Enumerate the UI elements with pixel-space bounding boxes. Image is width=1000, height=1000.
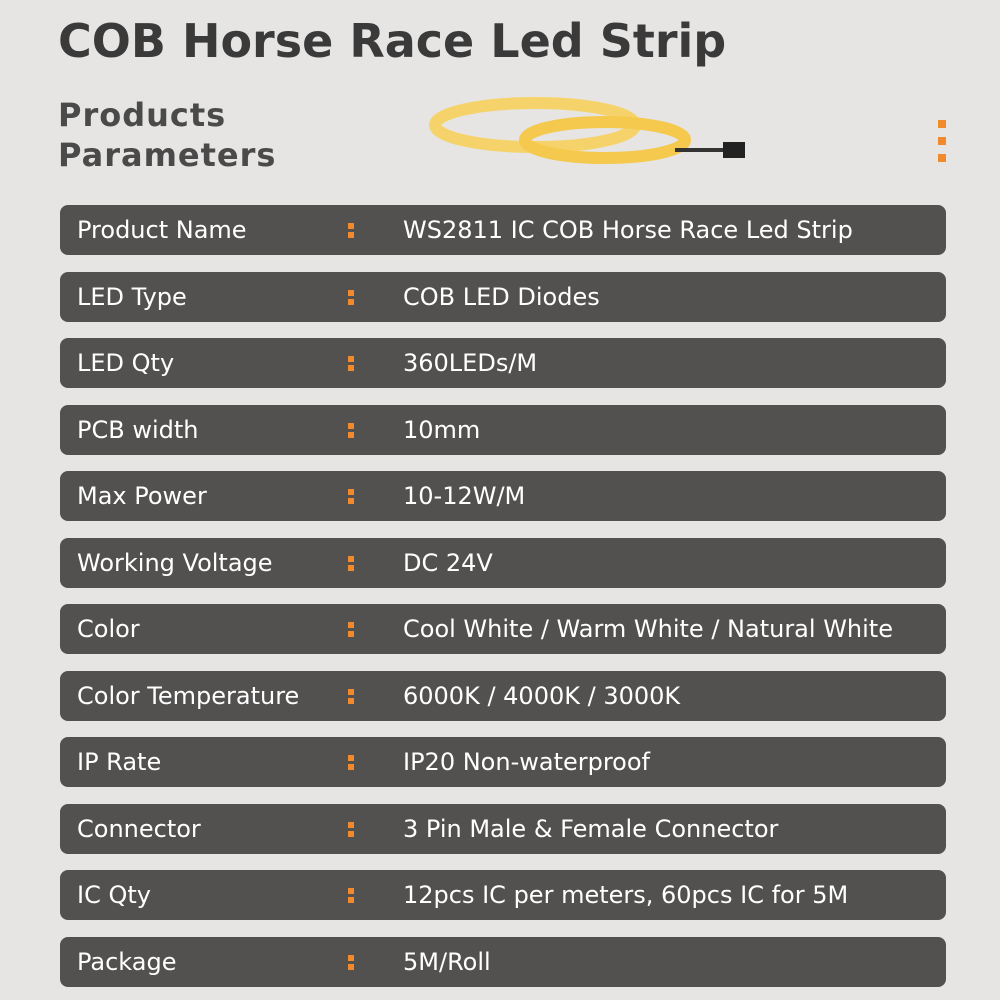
label: Working Voltage bbox=[77, 548, 273, 577]
value: 12pcs IC per meters, 60pcs IC for 5M bbox=[403, 881, 849, 909]
value: IP20 Non-waterproof bbox=[403, 748, 650, 776]
separator bbox=[348, 888, 354, 906]
separator bbox=[348, 954, 354, 973]
table-row: Product Name WS2811 IC COB Horse Race Led… bbox=[60, 205, 946, 255]
value: WS2811 IC COB Horse Race Led Strip bbox=[403, 216, 853, 244]
table-row: Connector 3 Pin Male & Female Connector bbox=[60, 803, 946, 854]
separator bbox=[348, 489, 354, 507]
product-image bbox=[429, 97, 745, 164]
table-row: Color Temperature 6000K / 4000K / 3000K bbox=[60, 670, 946, 721]
separator bbox=[348, 356, 354, 374]
table-row: Max Power 10-12W/M bbox=[60, 471, 946, 521]
table-row: IC Qty 12pcs IC per meters, 60pcs IC for … bbox=[60, 870, 946, 920]
separator bbox=[348, 422, 354, 441]
value: 10-12W/M bbox=[403, 482, 526, 510]
separator bbox=[348, 223, 354, 241]
table-row: Working Voltage DC 24V bbox=[60, 537, 946, 588]
value: 10mm bbox=[403, 415, 481, 444]
title: COB Horse Race Led Strip bbox=[58, 14, 727, 68]
label: IP Rate bbox=[77, 748, 162, 776]
separator bbox=[348, 821, 354, 840]
label: Max Power bbox=[77, 482, 207, 510]
separator bbox=[348, 555, 354, 574]
table-row: Package 5M/Roll bbox=[60, 936, 946, 987]
value: 3 Pin Male & Female Connector bbox=[403, 814, 779, 843]
label: PCB width bbox=[77, 415, 199, 444]
decoration bbox=[938, 120, 946, 171]
label: Package bbox=[77, 947, 177, 976]
subtitle: Products bbox=[58, 96, 227, 134]
separator bbox=[348, 688, 354, 707]
value: 6000K / 4000K / 3000K bbox=[403, 681, 681, 710]
separator bbox=[348, 289, 354, 308]
subtitle: Parameters bbox=[58, 136, 277, 174]
value: DC 24V bbox=[403, 548, 493, 577]
value: 5M/Roll bbox=[403, 947, 491, 976]
table-row: LED Qty 360LEDs/M bbox=[60, 338, 946, 388]
separator bbox=[348, 755, 354, 773]
label: Connector bbox=[77, 814, 201, 843]
value: COB LED Diodes bbox=[403, 282, 600, 311]
separator bbox=[348, 622, 354, 640]
table-row: Color Cool White / Warm White / Natural W… bbox=[60, 604, 946, 654]
label: LED Qty bbox=[77, 349, 175, 377]
value: Cool White / Warm White / Natural White bbox=[403, 615, 893, 643]
label: LED Type bbox=[77, 282, 187, 311]
label: Color Temperature bbox=[77, 681, 300, 710]
label: Color bbox=[77, 615, 140, 643]
value: 360LEDs/M bbox=[403, 349, 538, 377]
table-row: LED Type COB LED Diodes bbox=[60, 271, 946, 322]
label: IC Qty bbox=[77, 881, 151, 909]
table-row: PCB width 10mm bbox=[60, 404, 946, 455]
label: Product Name bbox=[77, 216, 247, 244]
table-row: IP Rate IP20 Non-waterproof bbox=[60, 737, 946, 787]
